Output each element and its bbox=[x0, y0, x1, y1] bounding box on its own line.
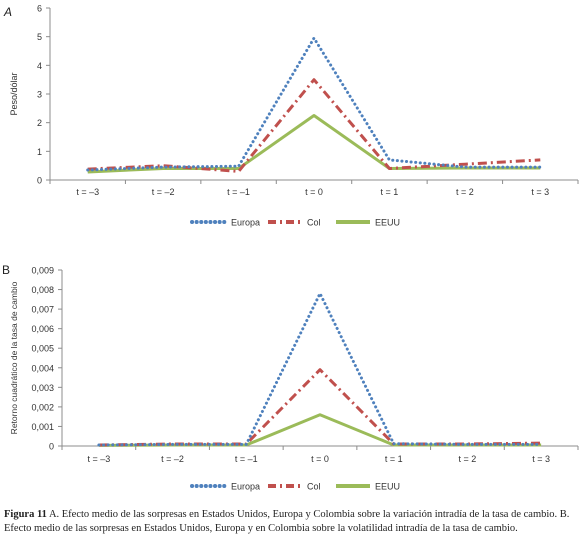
x-tick-label: t = –3 bbox=[76, 187, 99, 197]
y-tick-label: 0,009 bbox=[31, 266, 54, 276]
data-point-col bbox=[313, 79, 315, 81]
data-point-europa bbox=[245, 444, 247, 446]
y-tick-label: 0,003 bbox=[31, 383, 54, 393]
x-tick-label: t = 0 bbox=[311, 454, 329, 464]
data-point-europa bbox=[389, 159, 391, 161]
data-point-europa bbox=[539, 166, 541, 168]
data-point-europa bbox=[162, 166, 164, 168]
y-tick-label: 0,008 bbox=[31, 285, 54, 295]
series-line-col bbox=[87, 78, 541, 173]
x-tick-label: t = –2 bbox=[152, 187, 175, 197]
x-tick-label: t = 2 bbox=[456, 187, 474, 197]
y-tick-label: 5 bbox=[37, 32, 42, 42]
y-axis-title: Peso/dólar bbox=[9, 72, 19, 115]
legend-label-eeuu: EEUU bbox=[375, 482, 400, 492]
data-point-europa bbox=[87, 169, 89, 171]
x-tick-label: t = –1 bbox=[235, 454, 258, 464]
chart-panel-a: A 0 1 2 3 4 5 6 t = –3 t = –2 t = –1 t = 0 t = 1 t = … bbox=[0, 0, 580, 255]
data-point-europa bbox=[98, 444, 100, 446]
data-point-europa bbox=[238, 165, 240, 167]
y-tick-label: 0,001 bbox=[31, 422, 54, 432]
chart-a-svg: A 0 1 2 3 4 5 6 t = –3 t = –2 t = –1 t = 0 t = 1 t = … bbox=[3, 4, 579, 228]
data-point-eeuu bbox=[313, 115, 315, 117]
x-tick-label: t = 0 bbox=[305, 187, 323, 197]
data-point-col bbox=[238, 171, 240, 173]
series-line-eeuu bbox=[98, 413, 542, 447]
series-line-europa bbox=[97, 292, 543, 447]
data-point-col bbox=[162, 165, 164, 167]
x-tick-label: t = 1 bbox=[381, 187, 399, 197]
x-tick-label: t = 1 bbox=[385, 454, 403, 464]
figure-caption: Figura 11 A. Efecto medio de las sorpres… bbox=[4, 508, 576, 536]
panel-label: B bbox=[2, 263, 10, 277]
y-tick-label: 0 bbox=[49, 442, 54, 452]
data-point-europa bbox=[313, 37, 315, 39]
y-tick-label: 0,004 bbox=[31, 363, 54, 373]
x-tick-label: t = 3 bbox=[531, 187, 549, 197]
legend-label-europa: Europa bbox=[231, 482, 260, 492]
legend-label-col: Col bbox=[307, 218, 321, 228]
data-point-europa bbox=[319, 293, 321, 295]
data-point-col bbox=[319, 369, 321, 371]
x-tick-label: t = 2 bbox=[459, 454, 477, 464]
data-point-col bbox=[464, 163, 466, 165]
series-line-col bbox=[98, 368, 542, 447]
y-tick-label: 0,005 bbox=[31, 344, 54, 354]
data-point-europa bbox=[464, 166, 466, 168]
y-tick-label: 0,006 bbox=[31, 324, 54, 334]
data-point-col bbox=[540, 442, 542, 444]
panel-label: A bbox=[3, 5, 12, 19]
data-point-europa bbox=[393, 443, 395, 445]
x-tick-label: t = –2 bbox=[161, 454, 184, 464]
y-tick-label: 0,007 bbox=[31, 305, 54, 315]
data-point-col bbox=[539, 159, 541, 161]
chart-panel-b: B 0 0,001 0,002 0,003 0,004 0,005 0,006 0,007 0,0… bbox=[0, 258, 580, 498]
y-tick-label: 4 bbox=[37, 61, 42, 71]
y-tick-label: 3 bbox=[37, 90, 42, 100]
y-axis-title: Retorno cuadrático de la tasa de cambio bbox=[9, 281, 19, 434]
y-tick-label: 0,002 bbox=[31, 402, 54, 412]
y-tick-label: 2 bbox=[37, 118, 42, 128]
data-point-europa bbox=[172, 444, 174, 446]
chart-b-svg: B 0 0,001 0,002 0,003 0,004 0,005 0,006 0,007 0,0… bbox=[2, 263, 579, 492]
x-tick-label: t = –3 bbox=[87, 454, 110, 464]
y-tick-label: 0 bbox=[37, 176, 42, 186]
legend-label-eeuu: EEUU bbox=[375, 218, 400, 228]
x-tick-label: t = –1 bbox=[227, 187, 250, 197]
caption-label: Figura 11 bbox=[4, 509, 47, 520]
caption-text: A. Efecto medio de las sorpresas en Esta… bbox=[4, 509, 570, 534]
legend-label-col: Col bbox=[307, 482, 321, 492]
x-tick-label: t = 3 bbox=[532, 454, 550, 464]
series-line-europa bbox=[86, 36, 542, 172]
data-point-europa bbox=[540, 444, 542, 446]
legend-label-europa: Europa bbox=[231, 218, 260, 228]
data-point-europa bbox=[467, 444, 469, 446]
data-point-col bbox=[389, 168, 391, 170]
y-tick-label: 6 bbox=[37, 4, 42, 14]
y-tick-label: 1 bbox=[37, 147, 42, 157]
data-point-eeuu bbox=[319, 414, 321, 416]
